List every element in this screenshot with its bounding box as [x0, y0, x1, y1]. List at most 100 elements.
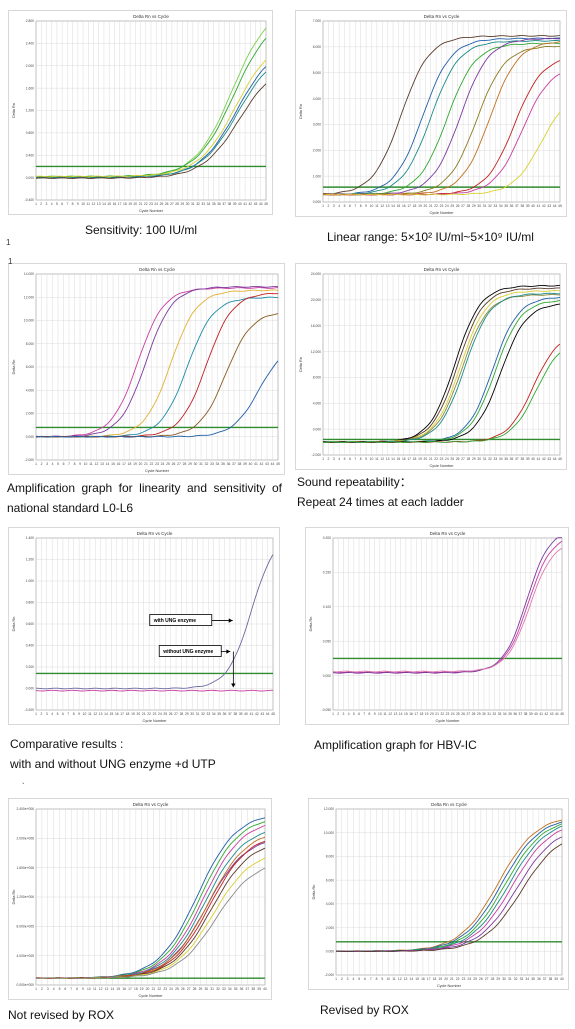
x-tick-label: 26 — [456, 457, 460, 461]
x-tick-label: 38 — [549, 977, 553, 981]
x-axis-label: Cycle Number — [142, 719, 167, 723]
x-tick-label: 44 — [555, 712, 559, 716]
x-tick-label: 24 — [445, 204, 449, 208]
x-tick-label: 38 — [524, 712, 528, 716]
x-tick-label: 38 — [520, 204, 524, 208]
y-tick-label: 2.000 — [26, 64, 34, 68]
y-tick-label: 8.000 — [313, 376, 321, 380]
x-tick-label: 7 — [70, 987, 72, 991]
x-tick-label: 19 — [140, 987, 144, 991]
x-tick-label: 15 — [397, 204, 401, 208]
x-tick-label: 5 — [344, 457, 346, 461]
x-tick-label: 37 — [228, 712, 232, 716]
x-tick-label: 31 — [487, 712, 491, 716]
y-tick-label: 2.800 — [26, 19, 34, 23]
y-tick-label: 12.000 — [324, 807, 334, 811]
x-tick-label: 32 — [493, 712, 497, 716]
x-tick-label: 10 — [87, 987, 91, 991]
x-tick-label: 18 — [413, 457, 417, 461]
hbv-ic-caption: Amplification graph for HBV-IC — [314, 738, 477, 752]
x-tick-label: 24 — [451, 712, 455, 716]
y-tick-label: 4.000 — [326, 902, 334, 906]
x-tick-label: 15 — [107, 202, 111, 206]
x-tick-label: 26 — [479, 977, 483, 981]
x-tick-label: 22 — [434, 457, 438, 461]
x-tick-label: 1 — [35, 202, 37, 206]
x-tick-label: 7 — [66, 202, 68, 206]
x-tick-label: 30 — [190, 712, 194, 716]
x-tick-label: 28 — [193, 987, 197, 991]
x-tick-label: 23 — [440, 204, 444, 208]
x-tick-label: 12 — [93, 712, 97, 716]
x-tick-label: 43 — [254, 202, 258, 206]
x-tick-label: 43 — [265, 462, 269, 466]
x-tick-label: 40 — [531, 457, 535, 461]
x-tick-label: 27 — [461, 204, 465, 208]
x-tick-label: 9 — [374, 712, 376, 716]
y-tick-label: 0.050 — [323, 639, 331, 643]
x-tick-label: 24 — [169, 987, 173, 991]
x-tick-label: 27 — [170, 202, 174, 206]
amplification-curve — [35, 285, 279, 438]
x-tick-label: 15 — [404, 712, 408, 716]
x-tick-label: 40 — [244, 712, 248, 716]
x-tick-label: 22 — [440, 712, 444, 716]
x-tick-label: 9 — [365, 457, 367, 461]
x-tick-label: 35 — [504, 457, 508, 461]
comparative-caption-line1: Comparative results : — [10, 737, 124, 751]
y-axis-label: Delta Rn — [12, 360, 16, 375]
chart-title: Delta Rn vs Cycle — [430, 531, 466, 536]
x-tick-label: 25 — [175, 987, 179, 991]
x-tick-label: 15 — [111, 462, 115, 466]
x-tick-label: 41 — [250, 712, 254, 716]
x-tick-label: 31 — [191, 202, 195, 206]
x-tick-label: 34 — [499, 457, 503, 461]
annotation-arrowhead — [226, 649, 231, 654]
x-tick-label: 16 — [117, 462, 121, 466]
x-tick-label: 15 — [116, 987, 120, 991]
y-tick-label: -2.000 — [25, 458, 35, 462]
x-tick-label: 12 — [398, 977, 402, 981]
x-axis-label: Cycle Number — [145, 469, 170, 473]
x-tick-label: 6 — [349, 204, 351, 208]
x-tick-label: 23 — [446, 712, 450, 716]
x-tick-label: 2 — [40, 202, 42, 206]
y-tick-label: 3.000 — [313, 123, 321, 127]
y-tick-label: -2.000 — [325, 973, 335, 977]
x-tick-label: 13 — [100, 462, 104, 466]
amplification-curve — [35, 287, 279, 438]
x-tick-label: 42 — [248, 202, 252, 206]
x-tick-label: 36 — [227, 462, 231, 466]
amplification-curve — [322, 112, 561, 196]
x-tick-label: 24 — [161, 462, 165, 466]
x-tick-label: 31 — [483, 457, 487, 461]
x-tick-label: 40 — [560, 977, 564, 981]
x-tick-label: 3 — [46, 462, 48, 466]
linearity-chart-panel: Delta Rn vs Cycle 1 2 3 4 5 6 7 8 9 10 11 12 13 14 15 16… — [8, 263, 285, 475]
x-tick-label: 16 — [115, 712, 119, 716]
x-tick-label: 22 — [456, 977, 460, 981]
amplification-curve — [322, 35, 561, 195]
x-tick-label: 28 — [472, 712, 476, 716]
x-tick-label: 34 — [499, 204, 503, 208]
x-tick-label: 13 — [386, 204, 390, 208]
x-tick-label: 33 — [494, 204, 498, 208]
y-tick-label: 1.200e+006 — [16, 895, 34, 899]
x-tick-label: 44 — [266, 712, 270, 716]
x-tick-label: 1 — [322, 457, 324, 461]
y-tick-label: 2.400 — [26, 42, 34, 46]
x-tick-label: 15 — [110, 712, 114, 716]
x-tick-label: 13 — [386, 457, 390, 461]
x-tick-label: 42 — [542, 457, 546, 461]
x-tick-label: 10 — [84, 462, 88, 466]
x-tick-label: 23 — [149, 202, 153, 206]
x-tick-label: 17 — [407, 457, 411, 461]
x-tick-label: 23 — [155, 462, 159, 466]
x-tick-label: 11 — [87, 202, 91, 206]
x-tick-label: 8 — [376, 977, 378, 981]
y-tick-label: 1.000 — [313, 174, 321, 178]
y-tick-label: 0.150 — [323, 571, 331, 575]
x-tick-label: 16 — [122, 987, 126, 991]
x-tick-label: 20 — [424, 204, 428, 208]
x-tick-label: 29 — [199, 987, 203, 991]
